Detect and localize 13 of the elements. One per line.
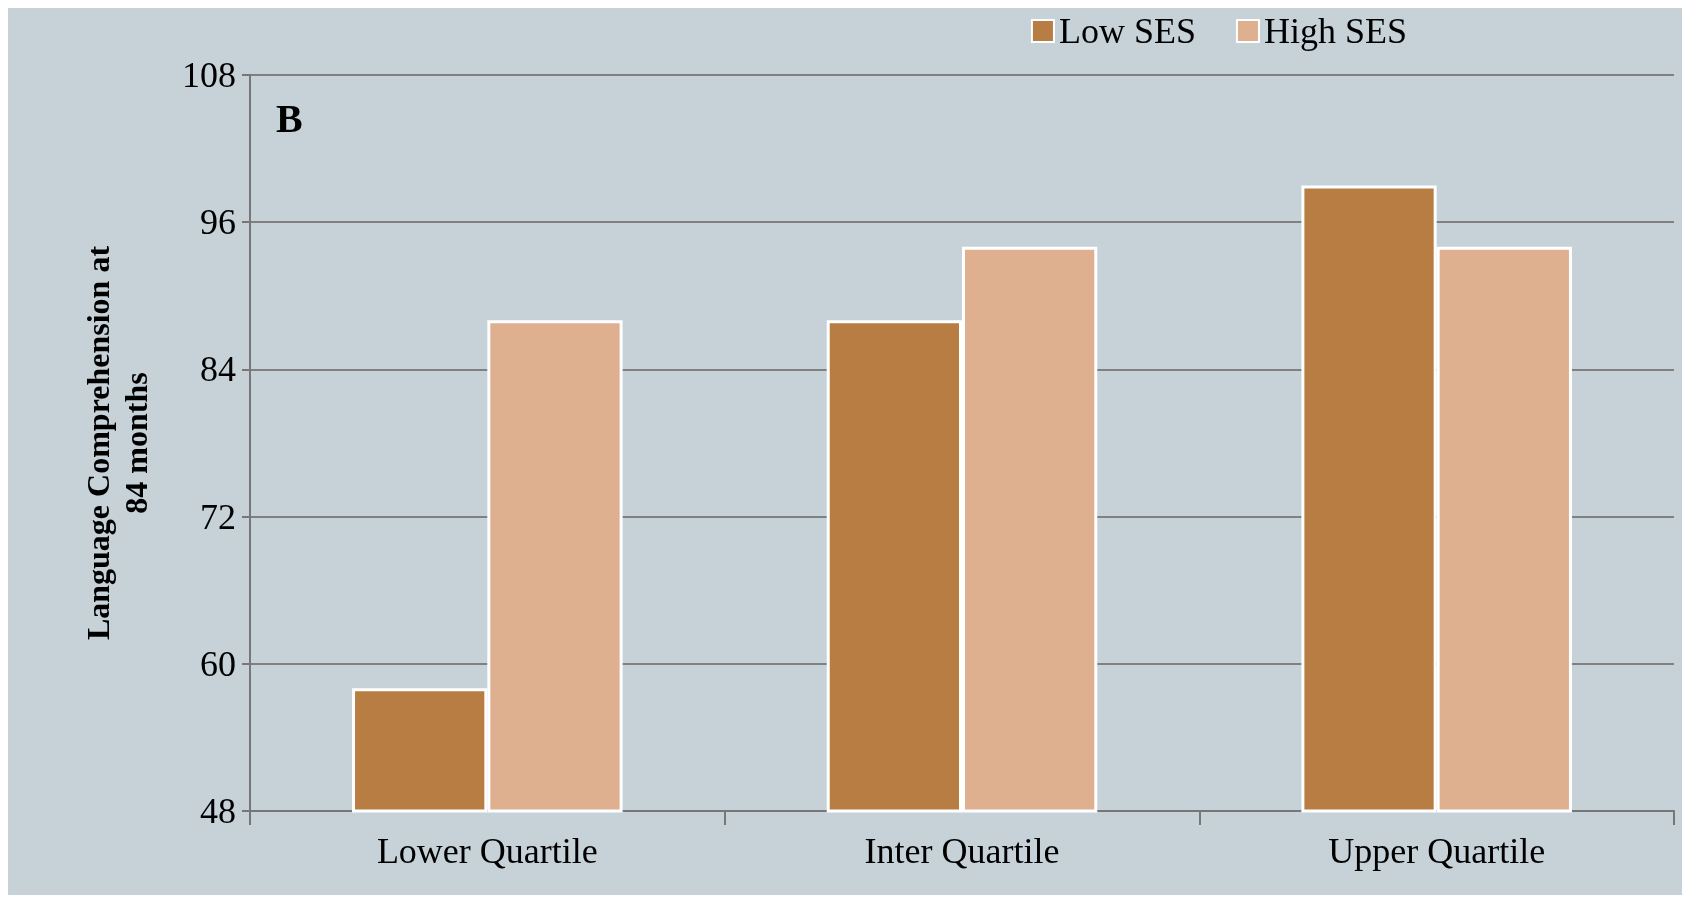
x-tick-label: Upper Quartile	[1328, 831, 1546, 871]
y-tick-label: 72	[200, 496, 236, 537]
x-tick-label: Lower Quartile	[376, 831, 598, 871]
x-tick-label: Inter Quartile	[864, 831, 1060, 871]
y-tick-label: 48	[200, 791, 236, 831]
legend-label: Low SES	[1058, 11, 1196, 51]
y-tick-label: 108	[182, 55, 236, 95]
annotation: B	[276, 95, 303, 141]
y-tick-label: 84	[200, 349, 236, 390]
y-axis-title: Language Comprehension at 84 months	[80, 245, 154, 641]
y-tick-label: 60	[200, 643, 236, 684]
legend-label: High SES	[1263, 11, 1408, 51]
y-tick-label: 96	[200, 202, 236, 243]
